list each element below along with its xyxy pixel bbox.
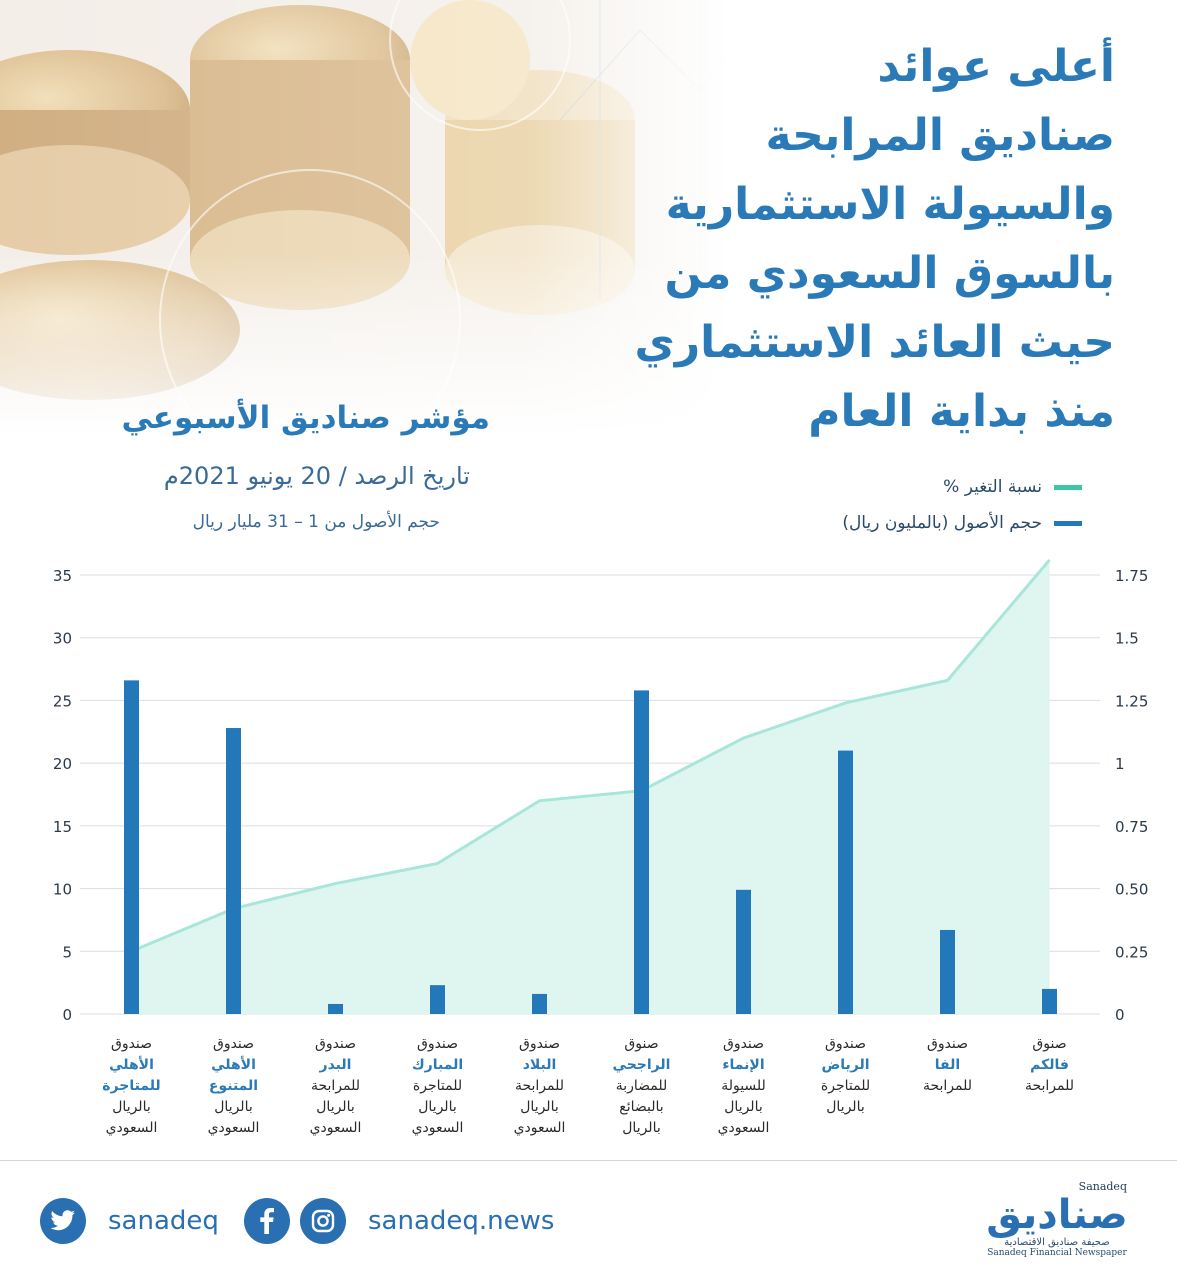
twitter-icon xyxy=(40,1198,86,1244)
sanadeq-logo: Sanadeq صناديق صحيفة صناديق الاقتصادية S… xyxy=(977,1180,1137,1258)
category-label: صنوق الراجحي للمضاربة بالبضائع بالريال xyxy=(613,1036,671,1136)
legend-change: نسبة التغير % xyxy=(782,477,1082,497)
left-axis-tick: 35 xyxy=(53,567,72,585)
left-axis-tick: 10 xyxy=(53,881,72,899)
right-axis-tick: 1.25 xyxy=(1115,692,1148,710)
legend-swatch-change xyxy=(1054,484,1082,490)
right-axis-tick: 0.75 xyxy=(1115,818,1148,836)
right-axis-tick: 0.50 xyxy=(1115,881,1148,899)
footer-divider xyxy=(0,1160,1177,1161)
asset-bar xyxy=(430,985,445,1014)
index-date: تاريخ الرصد / 20 يونيو 2021م xyxy=(163,462,470,490)
twitter-handle: sanadeq xyxy=(108,1206,219,1236)
legend-assets: حجم الأصول (بالمليون ريال) xyxy=(782,513,1082,533)
left-axis-tick: 0 xyxy=(62,1006,72,1024)
legend-swatch-assets xyxy=(1054,520,1082,526)
left-axis-tick: 15 xyxy=(53,818,72,836)
index-range: حجم الأصول من 1 – 31 مليار ريال xyxy=(192,512,440,532)
asset-bar xyxy=(838,750,853,1014)
web-links[interactable]: sanadeq.news xyxy=(244,1198,554,1244)
category-label: صندوق الرياض للمتاجرة بالريال xyxy=(821,1036,870,1115)
change-area xyxy=(131,559,1050,1014)
title-line: حيث العائد الاستثماري xyxy=(634,317,1116,368)
category-label: صنوق فالكم للمرابحة xyxy=(1025,1036,1074,1094)
instagram-icon[interactable] xyxy=(300,1198,346,1244)
left-axis-tick: 25 xyxy=(53,692,72,710)
right-axis-tick: 1.5 xyxy=(1115,630,1139,648)
twitter-link[interactable]: sanadeq xyxy=(40,1198,219,1244)
asset-bar xyxy=(532,993,547,1014)
asset-bar xyxy=(634,690,649,1014)
left-axis-tick: 5 xyxy=(62,943,72,961)
left-axis-tick: 30 xyxy=(53,630,72,648)
category-label: صندوق الأهلي للمتاجرة بالريال السعودي xyxy=(102,1036,160,1136)
change-line xyxy=(130,558,1051,953)
logo-arabic: صناديق xyxy=(986,1192,1128,1238)
facebook-icon[interactable] xyxy=(244,1198,290,1244)
asset-bar xyxy=(226,728,241,1014)
website-handle: sanadeq.news xyxy=(368,1206,555,1236)
asset-bar xyxy=(736,889,751,1014)
asset-bar xyxy=(1042,988,1057,1014)
title-line: أعلى عوائد xyxy=(877,41,1115,92)
category-label: صندوق الإنماء للسيولة بالريال السعودي xyxy=(718,1036,770,1136)
title-line: والسيولة الاستثمارية xyxy=(665,179,1115,230)
logo-subtitle-arabic: صحيفة صناديق الاقتصادية xyxy=(1004,1237,1110,1248)
right-axis-tick: 1 xyxy=(1115,755,1125,773)
right-axis-tick: 0 xyxy=(1115,1006,1125,1024)
title-line: بالسوق السعودي من xyxy=(664,248,1115,299)
right-axis-tick: 1.75 xyxy=(1115,567,1148,585)
asset-bar xyxy=(940,929,955,1014)
right-axis-tick: 0.25 xyxy=(1115,943,1148,961)
asset-bar xyxy=(124,680,139,1014)
legend-label-change: نسبة التغير % xyxy=(943,477,1042,497)
main-title: أعلى عوائد صناديق المرابحة والسيولة الاس… xyxy=(555,32,1116,446)
category-label: صندوق المبارك للمتاجرة بالريال السعودي xyxy=(412,1036,464,1136)
asset-bar xyxy=(328,1003,343,1014)
category-label: صندوق البدر للمرابحة بالريال السعودي xyxy=(310,1036,362,1136)
hero-banner xyxy=(0,0,1177,560)
title-line: صناديق المرابحة xyxy=(765,110,1115,161)
category-label: صندوق الفا للمرابحة xyxy=(923,1036,972,1094)
logo-english: Sanadeq xyxy=(1078,1180,1127,1193)
left-axis-tick: 20 xyxy=(53,755,72,773)
coins-background-image xyxy=(0,0,1177,560)
logo-subtitle-english: Sanadeq Financial Newspaper xyxy=(987,1248,1127,1258)
funds-chart: 35 1.75 30 1.5 25 1.25 20 1 15 0.75 10 0.50 5 0.25 0 0 ص… xyxy=(53,558,1148,1136)
index-title: مؤشر صناديق الأسبوعي xyxy=(121,400,490,436)
legend-label-assets: حجم الأصول (بالمليون ريال) xyxy=(842,513,1042,533)
category-label: صندوق البلاد للمرابحة بالريال السعودي xyxy=(514,1036,566,1136)
title-line: منذ بداية العام xyxy=(808,386,1115,437)
category-label: صندوق الأهلي المتنوع بالريال السعودي xyxy=(208,1036,260,1136)
